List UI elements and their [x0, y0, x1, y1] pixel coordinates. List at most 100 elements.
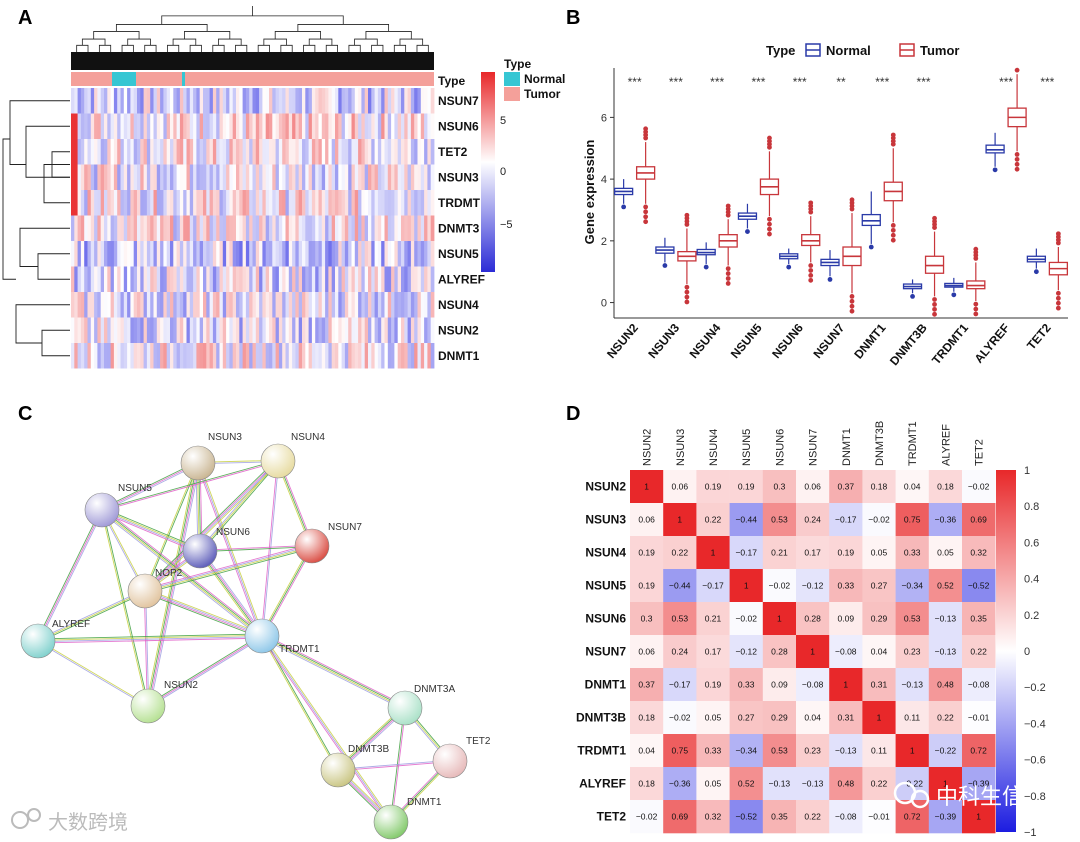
heatmap-cell: [245, 343, 250, 369]
heatmap-cell: [199, 241, 204, 267]
correlation-value: −0.02: [669, 713, 691, 723]
heatmap-cell: [308, 88, 313, 114]
colorbar-tick-label: 0.6: [1024, 537, 1039, 549]
outlier-point: [849, 293, 855, 299]
heatmap-cell: [90, 164, 95, 190]
heatmap-cell: [249, 139, 253, 165]
correlation-value: −0.02: [735, 614, 757, 624]
correlation-cell: [663, 569, 697, 603]
heatmap-cell: [315, 343, 319, 369]
heatmap-cell: [397, 241, 402, 267]
heatmap-cell: [110, 215, 115, 241]
heatmap-cell: [133, 215, 138, 241]
heatmap-cell: [123, 241, 128, 267]
heatmap-cell: [358, 317, 362, 343]
heatmap-cell: [358, 190, 362, 216]
heatmap-cell: [374, 241, 379, 267]
heatmap-cell: [377, 266, 382, 292]
heatmap-cell: [216, 88, 220, 114]
heatmap-cell: [226, 190, 230, 216]
heatmap-cell: [328, 88, 333, 114]
heatmap-cell: [160, 343, 164, 369]
heatmap-cell: [265, 113, 270, 139]
network-edge: [197, 551, 261, 638]
heatmap-cell: [133, 164, 138, 190]
heatmap-cell: [285, 241, 290, 267]
heatmap-cell: [143, 215, 148, 241]
heatmap-cell: [331, 317, 336, 343]
heatmap-cell: [74, 292, 78, 318]
network-edge: [38, 510, 104, 642]
correlation-value: 0.35: [970, 614, 987, 624]
significance-label: ***: [751, 75, 765, 89]
heatmap-cell: [156, 292, 161, 318]
correlation-value: 1: [677, 515, 682, 525]
heatmap-cell: [298, 215, 303, 241]
correlation-cell: [762, 470, 797, 504]
network-edge: [199, 544, 312, 551]
dendrogram-branch: [115, 24, 208, 32]
correlation-value: −0.01: [868, 812, 890, 822]
heatmap-cell: [71, 215, 75, 241]
heatmap-cell: [417, 88, 422, 114]
heatmap-cell: [265, 317, 270, 343]
heatmap-cell: [189, 88, 194, 114]
heatmap-cell: [351, 317, 356, 343]
heatmap-cell: [341, 113, 346, 139]
heatmap-cell: [368, 139, 372, 165]
correlation-cell: [796, 701, 830, 735]
correlation-value: 0.72: [970, 746, 987, 756]
heatmap-cell: [358, 88, 362, 114]
heatmap-cell: [170, 164, 174, 190]
heatmap-cell: [203, 343, 207, 369]
heatmap-cell: [348, 317, 352, 343]
heatmap-cell: [110, 241, 115, 267]
heatmap-cell: [87, 139, 92, 165]
heatmap-cell: [212, 266, 217, 292]
heatmap-cell: [341, 317, 346, 343]
heatmap-cell: [173, 164, 177, 190]
heatmap-cell: [341, 343, 346, 369]
heatmap-cell: [216, 241, 220, 267]
outlier-point: [725, 281, 731, 286]
heatmap-cell: [199, 292, 204, 318]
heatmap-cell: [384, 292, 389, 318]
heatmap-cell: [87, 317, 92, 343]
dendrogram-branch: [43, 164, 70, 204]
heatmap-cell: [216, 164, 220, 190]
heatmap-cell: [374, 113, 379, 139]
correlation-cell: [663, 635, 697, 669]
heatmap-cell: [275, 215, 280, 241]
panel-label-a: A: [18, 7, 32, 29]
heatmap-cell: [107, 241, 111, 267]
correlation-cell: [928, 602, 963, 636]
heatmap-cell: [368, 215, 372, 241]
heatmap-cell: [308, 317, 313, 343]
correlation-cell: [895, 734, 930, 768]
heatmap-cell: [153, 215, 158, 241]
heatmap-cell: [288, 343, 293, 369]
heatmap-cell: [424, 266, 428, 292]
dendrogram-branch: [98, 44, 112, 52]
outlier-point: [684, 212, 690, 218]
heatmap-cell: [285, 139, 290, 165]
heatmap-cell: [189, 139, 194, 165]
heatmap-cell: [133, 88, 138, 114]
correlation-value: 0.27: [738, 713, 755, 723]
heatmap-cell: [308, 113, 313, 139]
heatmap-cell: [348, 343, 352, 369]
correlation-cell: [729, 602, 764, 636]
heatmap-cell: [117, 164, 121, 190]
correlation-cell: [630, 800, 664, 834]
correlation-cell: [762, 734, 797, 768]
heatmap-cell: [150, 215, 154, 241]
heatmap-cell: [137, 343, 141, 369]
heatmap-cell: [206, 292, 210, 318]
heatmap-cell: [87, 88, 92, 114]
heatmap-cell: [143, 343, 148, 369]
heatmap-cell: [80, 215, 85, 241]
correlation-cell: [630, 536, 664, 570]
correlation-cell: [829, 635, 863, 669]
heatmap-cell: [252, 113, 257, 139]
heatmap-cell: [104, 88, 108, 114]
